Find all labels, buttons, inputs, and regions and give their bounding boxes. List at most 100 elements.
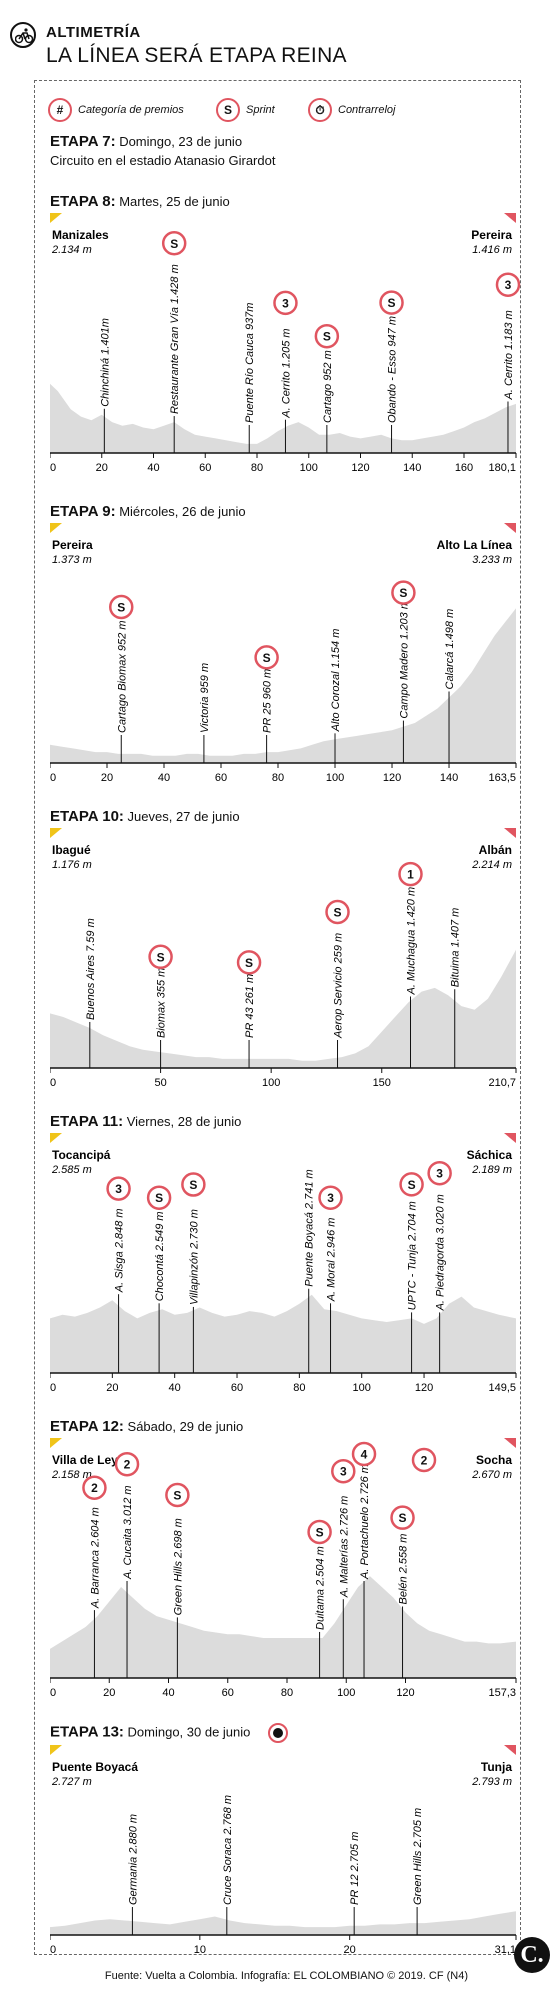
finish-city: Tunja <box>481 1760 512 1774</box>
waypoint-label: Cartago Biomax 952 m <box>116 621 128 734</box>
waypoint-label: Belén 2.558 m <box>398 1534 410 1605</box>
finish-city: Socha <box>476 1453 512 1467</box>
waypoint-label: Puente Boyacá 2.741 m <box>304 1169 316 1286</box>
start-altitude: 1.373 m <box>52 554 92 566</box>
category-badge: 4 <box>351 1441 377 1467</box>
header: ALTIMETRÍA LA LÍNEA SERÁ ETAPA REINA <box>0 0 556 80</box>
svg-text:S: S <box>170 237 178 251</box>
legend-sprint: S Sprint <box>216 96 275 124</box>
stage-9-profile-chart: Pereira 1.373 m Alto La Línea 3.233 m Cartag… <box>50 523 517 784</box>
finish-city: Sáchica <box>467 1148 513 1162</box>
stage-date: Domingo, 30 de junio <box>127 1724 251 1740</box>
waypoint-label: A. Portachuelo 2.726 m <box>359 1464 371 1580</box>
svg-text:S: S <box>173 1489 181 1503</box>
stage-12: ETAPA 12: Sábado, 29 de junio Villa de L… <box>50 1418 522 1708</box>
finish-city: Alto La Línea <box>437 538 513 552</box>
sprint-badge: S <box>161 231 187 256</box>
stage-10-profile-chart: Ibagué 1.176 m Albán 2.214 m Buenos Aires 7.… <box>50 828 517 1089</box>
waypoint-label: A. Muchagua 1.420 m <box>406 887 418 996</box>
waypoint-label: Puente Río Cauca 937m <box>244 303 256 423</box>
svg-text:3: 3 <box>327 1191 334 1205</box>
svg-text:S: S <box>334 906 342 920</box>
waypoint-label: Chinchiná 1.401m <box>99 318 111 407</box>
stopwatch-icon: ⏱ <box>308 98 332 122</box>
svg-text:3: 3 <box>340 1465 347 1479</box>
sprint-badge: S <box>254 645 279 670</box>
start-altitude: 2.158 m <box>51 1469 92 1481</box>
svg-text:S: S <box>157 950 165 964</box>
sprint-badge: S <box>314 323 340 349</box>
legend-label: Categoría de premios <box>78 104 184 116</box>
finish-flag-icon <box>504 523 516 533</box>
stage-number: ETAPA 7: <box>50 133 116 150</box>
sprint-badge-icon: S <box>216 98 240 122</box>
x-tick-label: 120 <box>396 1687 414 1699</box>
stage-number: ETAPA 11: <box>50 1113 124 1130</box>
svg-text:S: S <box>399 586 407 600</box>
x-tick-label: 40 <box>169 1382 181 1394</box>
finish-city: Albán <box>479 843 512 857</box>
page-title: LA LÍNEA SERÁ ETAPA REINA <box>46 44 347 67</box>
x-tick-label: 210,7 <box>488 1077 516 1089</box>
x-tick-label: 20 <box>344 1944 356 1956</box>
stage-8-profile-chart: Manizales 2.134 m Pereira 1.416 m Chinchiná … <box>50 213 521 474</box>
stopwatch-icon <box>268 1723 289 1743</box>
source-credit: Fuente: Vuelta a Colombia. Infografía: E… <box>104 1970 468 1982</box>
svg-text:3: 3 <box>436 1167 443 1181</box>
svg-text:S: S <box>388 296 396 310</box>
el-colombiano-logo: C. <box>514 1937 550 1973</box>
sprint-badge: S <box>165 1482 190 1508</box>
finish-category-badge: 2 <box>411 1447 437 1473</box>
x-tick-label: 20 <box>106 1382 118 1394</box>
stage-8: ETAPA 8: Martes, 25 de junio Manizales 2.… <box>50 193 522 483</box>
sprint-badge: S <box>391 580 416 605</box>
category-badge: 2 <box>114 1451 140 1477</box>
svg-text:S: S <box>117 601 125 615</box>
category-badge: 3 <box>427 1160 452 1186</box>
start-flag-icon <box>50 828 62 838</box>
waypoint-label: Victoria 959 m <box>199 663 211 733</box>
x-tick-label: 0 <box>50 462 56 474</box>
x-tick-label: 150 <box>373 1077 391 1089</box>
finish-altitude: 3.233 m <box>472 554 512 566</box>
stage-13-profile-chart: Puente Boyacá 2.727 m Tunja 2.793 m Germania… <box>50 1745 517 1956</box>
stage-number: ETAPA 8: <box>50 193 116 210</box>
waypoint-label: A. Sisga 2.848 m <box>114 1208 126 1293</box>
start-flag-icon <box>50 1745 62 1755</box>
sprint-badge: S <box>390 1505 415 1530</box>
waypoint-label: Campo Madero 1.203 m <box>398 600 410 719</box>
stage-description: Circuito en el estadio Atanasio Girardot <box>50 153 276 168</box>
x-tick-label: 0 <box>50 772 56 784</box>
waypoint-label: Alto Corozal 1.154 m <box>330 629 342 733</box>
x-tick-label: 120 <box>383 772 401 784</box>
x-tick-label: 60 <box>199 462 211 474</box>
waypoint-label: A. Cucaita 3.012 m <box>122 1485 134 1580</box>
category-badge-icon: # <box>48 98 72 122</box>
waypoint-label: PR 25 960 m <box>262 669 274 733</box>
svg-text:S: S <box>399 1511 407 1525</box>
x-tick-label: 0 <box>50 1382 56 1394</box>
svg-text:S: S <box>316 1525 324 1539</box>
stage-13: ETAPA 13: Domingo, 30 de junio Puente Bo… <box>50 1723 522 1963</box>
x-tick-label: 50 <box>154 1077 166 1089</box>
waypoint-label: Cruce Soraca 2.768 m <box>222 1795 234 1905</box>
waypoint-label: Biomax 355 m <box>156 968 168 1038</box>
stage-12-profile-chart: Villa de Leyva 2.158 m Socha 2.670 m 2 A. Bar… <box>50 1438 517 1699</box>
waypoint-label: Restaurante Gran Vía 1.428 m <box>169 264 181 414</box>
sprint-badge: S <box>307 1519 332 1545</box>
x-tick-label: 40 <box>158 772 170 784</box>
x-tick-label: 180,1 <box>488 462 516 474</box>
start-city: Pereira <box>52 538 93 552</box>
x-tick-label: 80 <box>272 772 284 784</box>
x-tick-label: 160 <box>455 462 473 474</box>
start-city: Villa de Leyva <box>52 1453 131 1467</box>
sprint-badge: S <box>146 1185 172 1210</box>
elevation-profile <box>50 608 516 763</box>
waypoint-label: A. Cerrito 1.183 m <box>503 310 515 400</box>
waypoint-label: A. Moral 2.946 m <box>326 1218 338 1303</box>
start-city: Puente Boyacá <box>52 1760 138 1774</box>
x-tick-label: 100 <box>262 1077 280 1089</box>
stage-11-profile-chart: Tocancipá 2.585 m Sáchica 2.189 m A. Sisga 2… <box>50 1133 517 1394</box>
svg-text:2: 2 <box>91 1481 98 1495</box>
stage-date: Sábado, 29 de junio <box>127 1419 244 1434</box>
